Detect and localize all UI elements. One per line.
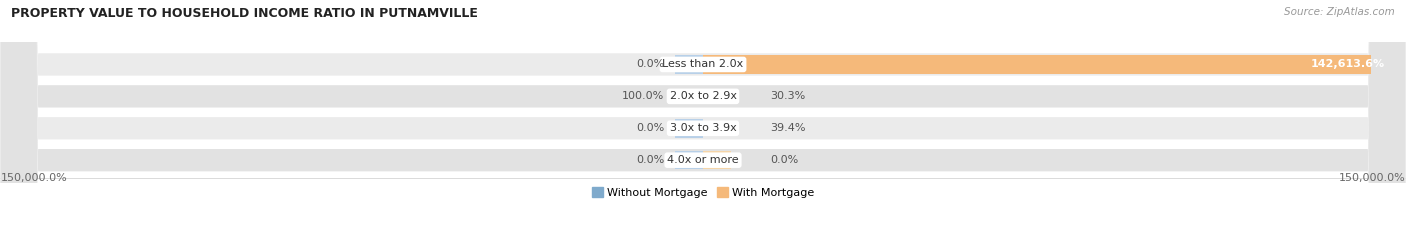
Text: Less than 2.0x: Less than 2.0x [662, 59, 744, 69]
Bar [675, 119, 703, 138]
Text: 0.0%: 0.0% [636, 59, 665, 69]
Text: 0.0%: 0.0% [636, 155, 665, 165]
Text: 100.0%: 100.0% [621, 91, 665, 101]
Text: 142,613.6%: 142,613.6% [1310, 59, 1385, 69]
Text: 2.0x to 2.9x: 2.0x to 2.9x [669, 91, 737, 101]
Text: PROPERTY VALUE TO HOUSEHOLD INCOME RATIO IN PUTNAMVILLE: PROPERTY VALUE TO HOUSEHOLD INCOME RATIO… [11, 7, 478, 20]
Text: 39.4%: 39.4% [770, 123, 806, 133]
Legend: Without Mortgage, With Mortgage: Without Mortgage, With Mortgage [588, 183, 818, 202]
Text: 150,000.0%: 150,000.0% [1, 172, 67, 183]
Text: 3.0x to 3.9x: 3.0x to 3.9x [669, 123, 737, 133]
Bar [703, 151, 731, 169]
Bar [703, 55, 1371, 74]
Text: 0.0%: 0.0% [636, 123, 665, 133]
Text: 30.3%: 30.3% [770, 91, 806, 101]
Bar [675, 151, 703, 169]
Text: 0.0%: 0.0% [770, 155, 799, 165]
Text: 150,000.0%: 150,000.0% [1339, 172, 1406, 183]
Bar [675, 55, 703, 74]
Text: 4.0x or more: 4.0x or more [668, 155, 738, 165]
Text: Source: ZipAtlas.com: Source: ZipAtlas.com [1284, 7, 1395, 17]
